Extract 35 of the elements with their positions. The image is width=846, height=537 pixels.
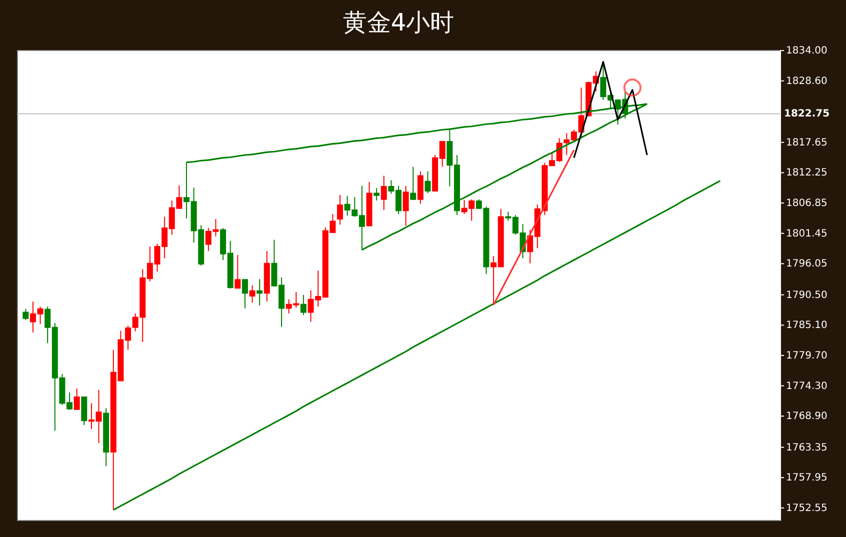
line-series (492, 149, 575, 306)
candlestick (410, 166, 416, 200)
candlestick (424, 170, 431, 194)
candlestick (380, 175, 387, 211)
candlestick (402, 185, 409, 226)
candlestick (417, 170, 424, 204)
candlestick (300, 294, 306, 316)
y-tick-label: 1774.30 (786, 380, 828, 392)
y-tick-label: 1763.35 (786, 442, 828, 454)
chart-title: 黄金4小时 (342, 8, 454, 37)
y-tick-label: 1757.95 (786, 472, 828, 484)
candlestick (337, 194, 344, 226)
line-series (573, 60, 648, 159)
y-tick-label: 1752.55 (786, 502, 828, 514)
y-tick-label: 1790.50 (786, 290, 828, 301)
y-tick-label: 1779.70 (786, 350, 828, 362)
y-tick-label: 1817.65 (786, 137, 828, 148)
candlestick (242, 278, 248, 309)
candlestick (249, 284, 256, 304)
ref-line-label: 1822.75 (784, 108, 830, 120)
candlestick (22, 308, 29, 321)
y-tick-label: 1785.10 (786, 320, 828, 332)
y-tick-label: 1806.85 (786, 198, 828, 210)
candlestick (81, 396, 88, 426)
y-tick-label: 1768.90 (786, 411, 828, 422)
y-tick-label: 1812.25 (786, 168, 828, 179)
y-tick-label: 1796.05 (786, 258, 828, 270)
y-tick-label: 1834.00 (786, 46, 828, 57)
candlestick (74, 388, 80, 410)
candlestick (374, 188, 380, 201)
y-tick-label: 1801.45 (786, 228, 828, 240)
line-series (112, 180, 721, 511)
y-tick-label: 1828.60 (786, 76, 828, 87)
candlestick (256, 278, 263, 306)
candlestick (234, 254, 241, 289)
